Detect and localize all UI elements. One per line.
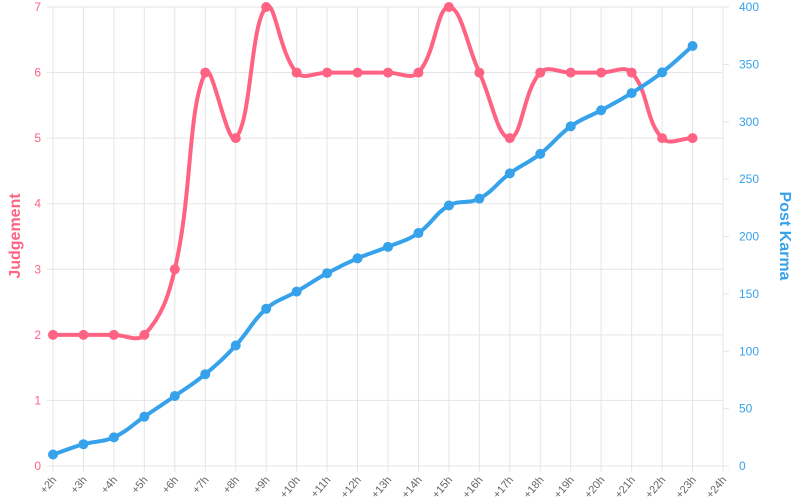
- y2-tick-label: 400: [739, 0, 759, 14]
- point: [78, 439, 89, 450]
- x-tick-label: +12h: [339, 474, 364, 500]
- series-line: [52, 44, 694, 457]
- x-tick-label: +8h: [221, 474, 242, 496]
- point: [565, 121, 576, 132]
- point: [474, 67, 485, 78]
- point: [261, 303, 272, 314]
- point: [139, 329, 150, 340]
- point: [291, 67, 302, 78]
- x-tick-label: +7h: [190, 474, 211, 496]
- x-tick-label: +22h: [643, 474, 668, 500]
- point: [322, 67, 333, 78]
- point: [687, 41, 698, 52]
- point: [443, 2, 454, 12]
- point: [169, 264, 180, 275]
- y-tick-label: 1: [34, 393, 41, 407]
- point: [535, 67, 546, 78]
- x-tick-label: +15h: [430, 474, 455, 500]
- y-tick-label: 0: [34, 459, 41, 473]
- point: [413, 228, 424, 239]
- point: [230, 340, 241, 351]
- point: [261, 2, 272, 12]
- point: [139, 411, 150, 422]
- y2-tick-label: 200: [739, 230, 759, 244]
- point: [230, 133, 241, 144]
- y2-tick-label: 300: [739, 115, 759, 129]
- x-tick-label: +13h: [369, 474, 394, 500]
- point: [657, 67, 668, 78]
- x-tick-label: +6h: [160, 474, 181, 496]
- x-tick-label: +10h: [278, 474, 303, 500]
- x-tick-label: +19h: [552, 474, 577, 500]
- point: [383, 67, 393, 78]
- x-tick-label: +9h: [251, 474, 272, 496]
- point: [626, 88, 637, 99]
- point: [565, 67, 576, 78]
- point: [108, 329, 119, 340]
- x-tick-label: +20h: [582, 474, 607, 500]
- y2-axis-title: Post Karma: [776, 192, 793, 281]
- y-tick-label: 6: [34, 66, 41, 80]
- point: [78, 329, 89, 340]
- x-tick-label: +23h: [674, 474, 699, 500]
- x-tick-label: +2h: [38, 474, 59, 496]
- point: [443, 200, 454, 211]
- y-tick-label: 4: [34, 197, 41, 211]
- point: [200, 67, 211, 78]
- point: [474, 193, 485, 204]
- point: [352, 253, 363, 264]
- point: [200, 369, 211, 380]
- point: [626, 67, 637, 78]
- x-tick-label: +4h: [99, 474, 120, 496]
- point: [413, 67, 424, 78]
- y2-tick-label: 100: [739, 344, 759, 358]
- y2-tick-label: 0: [739, 459, 746, 473]
- x-tick-label: +5h: [129, 474, 150, 496]
- point: [352, 67, 363, 78]
- point: [169, 391, 180, 402]
- point: [535, 148, 546, 159]
- series-line: [53, 4, 693, 341]
- point: [383, 241, 393, 252]
- point: [596, 105, 607, 116]
- x-tick-label: +24h: [704, 474, 729, 500]
- y-tick-label: 3: [34, 262, 41, 276]
- x-tick-label: +21h: [613, 474, 638, 500]
- point: [687, 133, 698, 144]
- y2-tick-label: 250: [739, 172, 759, 186]
- y2-tick-label: 150: [739, 287, 759, 301]
- point: [322, 268, 333, 279]
- x-tick-label: +16h: [461, 474, 486, 500]
- point: [48, 449, 58, 460]
- y2-tick-label: 50: [739, 402, 753, 416]
- y-axis-title: Judgement: [7, 193, 24, 279]
- point: [596, 67, 607, 78]
- point: [504, 133, 515, 144]
- y2-tick-label: 350: [739, 57, 759, 71]
- y-tick-label: 5: [34, 131, 41, 145]
- x-tick-label: +17h: [491, 474, 516, 500]
- point: [108, 432, 119, 443]
- point: [504, 168, 515, 179]
- point: [291, 286, 302, 297]
- x-tick-label: +18h: [521, 474, 546, 500]
- x-tick-label: +14h: [400, 474, 425, 500]
- point: [657, 133, 668, 144]
- y-tick-label: 7: [34, 0, 41, 14]
- x-tick-label: +11h: [309, 474, 334, 500]
- x-tick-label: +3h: [69, 474, 90, 496]
- point: [48, 329, 58, 340]
- y-tick-label: 2: [34, 328, 41, 342]
